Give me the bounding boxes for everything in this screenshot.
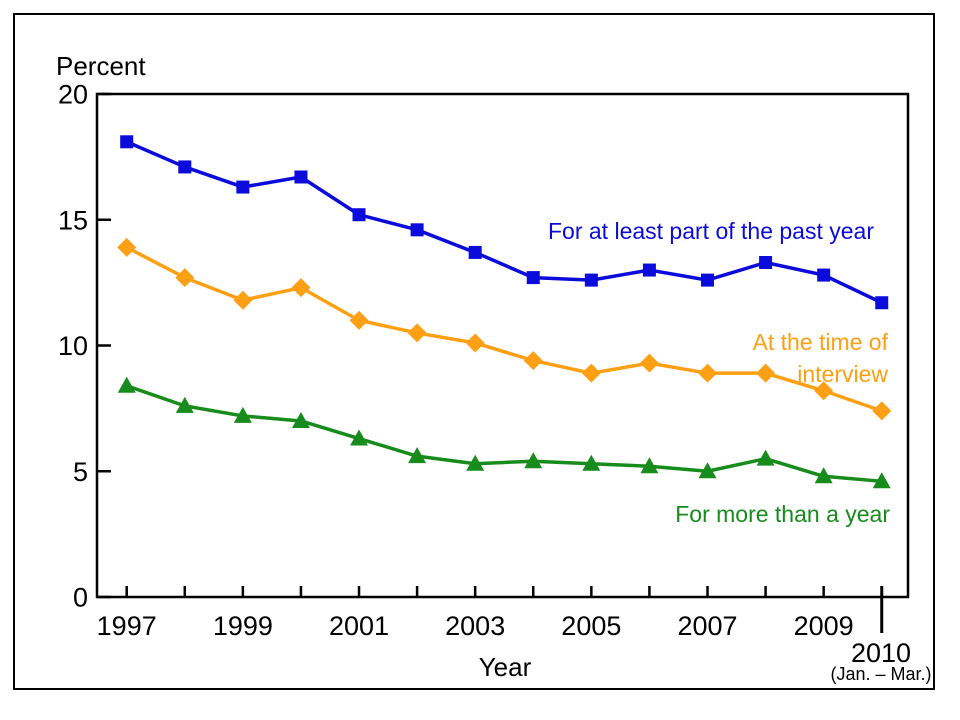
y-axis-title: Percent <box>56 51 146 81</box>
x-tick-label-2010: 2010 <box>850 638 912 668</box>
data-point-marker-square <box>584 273 598 287</box>
data-point-marker-square <box>468 245 482 259</box>
data-point-marker-square <box>701 273 714 287</box>
x-tick-label: 2001 <box>329 611 389 641</box>
series-annotation-at-time-of-interview: At the time of interview <box>752 326 888 390</box>
data-point-marker-diamond <box>523 351 543 371</box>
series-annotation-more-than-a-year: For more than a year <box>675 501 890 527</box>
data-point-marker-diamond <box>349 310 369 330</box>
x-tick-label: 2003 <box>445 611 505 641</box>
x-tick-label: 2007 <box>677 611 737 641</box>
data-point-marker-diamond <box>291 278 311 298</box>
data-point-marker-square <box>410 223 424 237</box>
data-point-marker-diamond <box>639 353 659 373</box>
data-point-marker-diamond <box>756 363 776 383</box>
x-tick-label: 1999 <box>213 611 273 641</box>
series-0 <box>120 135 889 310</box>
data-point-marker-square <box>178 160 192 174</box>
series-line <box>124 245 884 413</box>
data-point-marker-triangle <box>117 376 136 393</box>
x-tick-label: 2009 <box>794 611 854 641</box>
data-point-marker-diamond <box>407 323 427 343</box>
series-annotation-part-of-past-year: For at least part of the past year <box>548 218 874 244</box>
data-point-marker-triangle <box>872 472 891 489</box>
data-point-marker-diamond <box>233 290 253 310</box>
data-point-marker-square <box>120 135 134 149</box>
series-2 <box>117 376 891 489</box>
y-tick-label: 0 <box>73 583 88 613</box>
data-point-marker-square <box>817 268 831 282</box>
x-tick-label: 2005 <box>561 611 621 641</box>
series-annotation-line-2: interview <box>797 361 888 387</box>
data-point-marker-diamond <box>581 363 601 383</box>
data-point-marker-triangle <box>291 411 310 428</box>
data-point-marker-triangle <box>175 396 194 413</box>
data-point-marker-diamond <box>465 333 485 353</box>
y-axis: 0 5 10 15 20 <box>58 80 111 613</box>
series-1 <box>117 237 892 421</box>
data-point-marker-square <box>875 296 889 310</box>
data-point-marker-triangle <box>582 454 601 471</box>
y-tick-label: 20 <box>58 80 88 110</box>
data-point-marker-square <box>759 256 773 270</box>
x-tick-sublabel-jan-mar: (Jan. – Mar.) <box>830 664 932 684</box>
data-point-marker-triangle <box>350 429 369 446</box>
data-point-marker-triangle <box>408 447 427 464</box>
x-axis: 1997 1999 2001 2003 2005 2007 2009 <box>97 586 884 641</box>
y-tick-label: 10 <box>58 331 88 361</box>
x-tick-label: 1997 <box>97 611 157 641</box>
data-point-marker-triangle <box>640 457 659 474</box>
data-point-marker-square <box>236 180 250 194</box>
data-point-marker-diamond <box>698 363 717 383</box>
data-point-marker-triangle <box>524 452 543 469</box>
data-point-marker-triangle <box>698 462 717 479</box>
y-tick-label: 5 <box>73 457 88 487</box>
data-point-marker-triangle <box>466 454 485 471</box>
data-point-marker-diamond <box>175 268 195 288</box>
data-point-marker-triangle <box>814 467 833 484</box>
data-point-marker-square <box>526 271 540 285</box>
data-point-marker-diamond <box>872 401 892 421</box>
x-axis-title: Year <box>478 652 532 682</box>
y-tick-label: 15 <box>58 205 88 235</box>
figure-outer-border <box>13 13 935 690</box>
data-point-marker-diamond <box>117 237 137 257</box>
series-line <box>124 140 884 305</box>
data-point-marker-triangle <box>233 406 252 423</box>
data-point-marker-triangle <box>756 449 775 466</box>
series-annotation-line-1: At the time of <box>752 329 888 355</box>
data-point-marker-square <box>294 170 308 184</box>
data-point-marker-diamond <box>814 381 834 401</box>
data-point-marker-square <box>352 208 366 222</box>
data-point-marker-square <box>642 263 656 277</box>
series-line <box>124 383 884 484</box>
